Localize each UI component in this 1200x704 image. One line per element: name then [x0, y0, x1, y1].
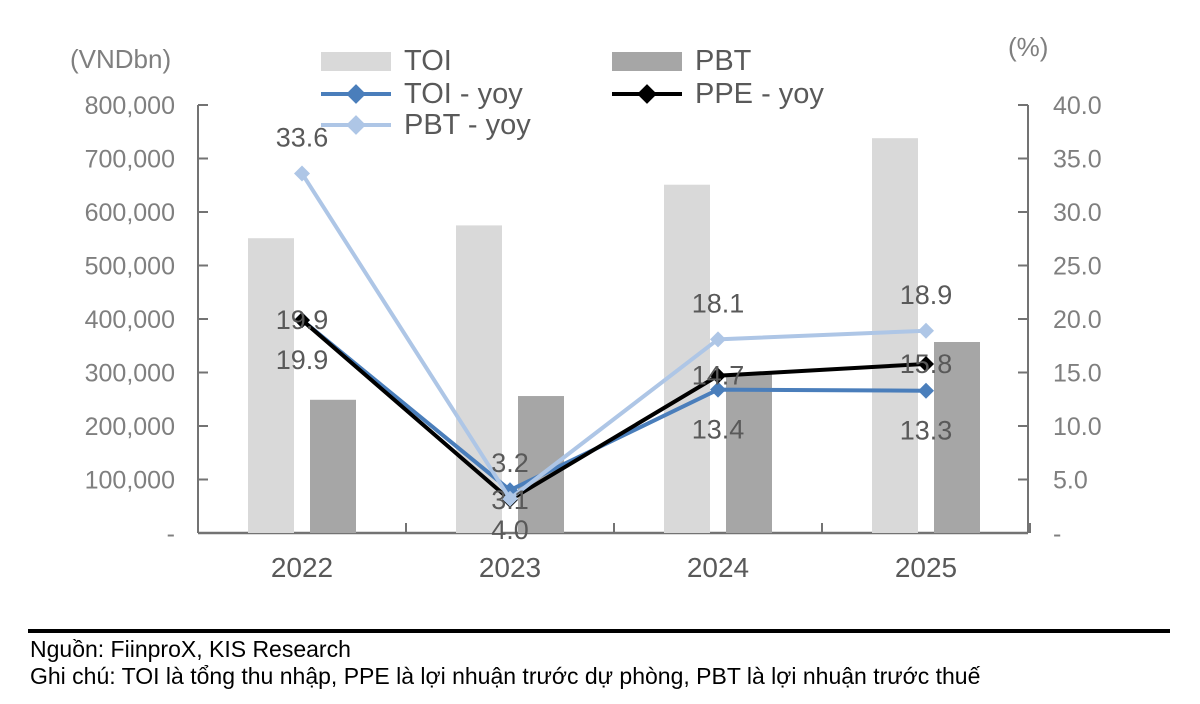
bar-toi-2025	[872, 138, 918, 534]
marker-pbt-yoy-2025	[918, 322, 934, 339]
legend-item-pbt-yoy: PBT - yoy	[321, 108, 531, 142]
source-note: Nguồn: FiinproX, KIS Research	[30, 636, 351, 662]
right-axis-tick-label: 15.0	[1053, 360, 1102, 388]
data-label-ppe-yoy-2025: 15.8	[900, 349, 953, 379]
bar-toi-2022	[248, 238, 294, 533]
chart-note: Ghi chú: TOI là tổng thu nhập, PPE là lợ…	[30, 663, 981, 689]
legend-line-swatch	[321, 84, 391, 104]
footer-divider	[28, 629, 1170, 633]
x-axis-category-label: 2024	[687, 552, 749, 583]
legend: TOI PBT TOI - yoy PPE - yoy PBT - yoy	[0, 0, 1200, 142]
left-axis-tick-label: 300,000	[85, 360, 175, 388]
left-axis-tick-label: 600,000	[85, 199, 175, 227]
line-pbt-yoy	[300, 172, 927, 502]
legend-item-label: PBT - yoy	[404, 108, 531, 141]
right-axis-tick-label: 25.0	[1053, 253, 1102, 281]
left-axis-tick-label: 100,000	[85, 467, 175, 495]
legend-item-label: TOI - yoy	[404, 77, 523, 110]
bar-toi-2024	[664, 184, 710, 533]
data-label-pbt-yoy-2022: 33.6	[276, 122, 329, 152]
legend-item-toi-yoy: TOI - yoy	[321, 77, 523, 111]
marker-toi-yoy-2024	[710, 381, 726, 398]
data-label-toi-yoy-2022: 19.9	[276, 345, 329, 375]
legend-item-label: TOI	[404, 44, 452, 77]
left-axis-tick-label: 800,000	[85, 92, 175, 120]
legend-line-swatch	[321, 115, 391, 135]
right-axis-tick-label: 35.0	[1053, 146, 1102, 174]
right-axis-tick-label: 10.0	[1053, 413, 1102, 441]
data-label-ppe-yoy-2022: 19.9	[276, 305, 329, 335]
left-axis-title: (VNDbn)	[70, 44, 172, 74]
marker-pbt-yoy-2023	[502, 490, 518, 507]
bar-pbt-2024	[726, 373, 772, 533]
marker-pbt-yoy-2024	[710, 331, 726, 348]
marker-pbt-yoy-2022	[294, 165, 310, 182]
x-axis-category-label: 2025	[895, 552, 957, 583]
legend-item-label: PPE - yoy	[695, 77, 824, 110]
bar-toi-2023	[456, 225, 502, 533]
line-toi-yoy	[300, 318, 927, 493]
data-label-toi-yoy-2024: 13.4	[692, 415, 745, 445]
right-axis-tick-label: -	[1053, 520, 1061, 548]
right-axis-tick-label: 40.0	[1053, 92, 1102, 120]
data-label-ppe-yoy-2023: 3.1	[491, 485, 529, 515]
legend-bar-swatch	[321, 51, 391, 71]
legend-item-pbt: PBT	[612, 44, 751, 78]
right-axis-tick-label: 20.0	[1053, 306, 1102, 334]
left-axis-tick-label: 500,000	[85, 253, 175, 281]
data-label-pbt-yoy-2025: 18.9	[900, 280, 953, 310]
marker-ppe-yoy-2024	[710, 367, 726, 384]
left-axis-tick-label: -	[167, 520, 175, 548]
left-axis-tick-label: 400,000	[85, 306, 175, 334]
data-label-ppe-yoy-2024: 14.7	[692, 361, 745, 391]
x-axis-category-label: 2023	[479, 552, 541, 583]
combo-chart: - 100,000 200,000 300,000 400,000 500,000 600,…	[85, 92, 1102, 583]
marker-toi-yoy-2025	[918, 382, 934, 399]
right-axis-title: (%)	[1008, 32, 1049, 62]
legend-bar-swatch	[612, 51, 682, 71]
data-label-toi-yoy-2023: 4.0	[491, 515, 529, 545]
left-axis-tick-label: 700,000	[85, 146, 175, 174]
bar-pbt-2022	[310, 399, 356, 533]
legend-item-toi: TOI	[321, 44, 452, 78]
legend-item-ppe-yoy: PPE - yoy	[612, 77, 824, 111]
data-label-toi-yoy-2025: 13.3	[900, 416, 953, 446]
left-axis-tick-label: 200,000	[85, 413, 175, 441]
data-label-pbt-yoy-2023: 3.2	[491, 448, 529, 478]
legend-line-swatch	[612, 84, 682, 104]
data-label-pbt-yoy-2024: 18.1	[692, 288, 745, 318]
legend-item-label: PBT	[695, 44, 752, 77]
marker-ppe-yoy-2025	[918, 355, 934, 372]
right-axis-tick-label: 30.0	[1053, 199, 1102, 227]
marker-ppe-yoy-2022	[294, 312, 310, 329]
right-axis-tick-label: 5.0	[1053, 467, 1088, 495]
line-ppe-yoy	[300, 318, 927, 503]
x-axis-category-label: 2022	[271, 552, 333, 583]
bar-pbt-2025	[934, 342, 980, 533]
